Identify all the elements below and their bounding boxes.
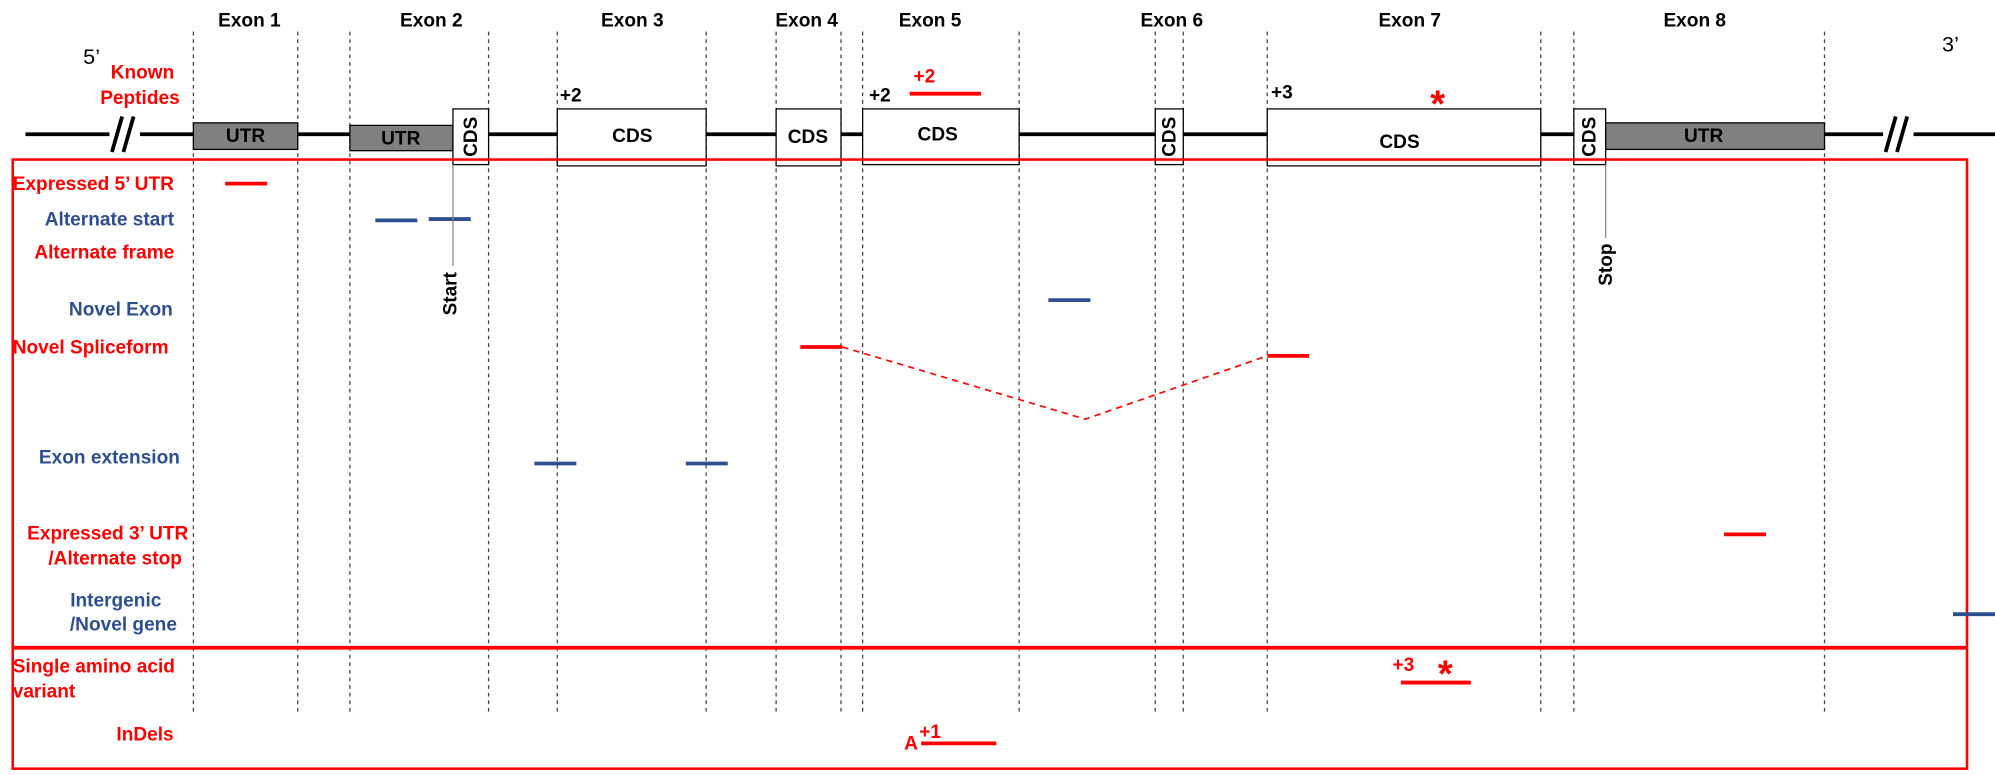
row-label: Novel Exon [69, 299, 173, 320]
frame-label: +2 [869, 85, 891, 106]
box-label: UTR [226, 126, 265, 147]
frame-label: +2 [560, 85, 582, 106]
indel-frame: +1 [919, 722, 941, 743]
row-labels: Expressed 5’ UTR Alternate start Alterna… [13, 174, 189, 746]
variant-box [11, 647, 1969, 770]
row-label: /Novel gene [70, 615, 177, 636]
row-label: /Alternate stop [48, 549, 182, 570]
exon-label: Exon 3 [601, 11, 664, 32]
sav-marker: * [1438, 653, 1453, 695]
box-label: CDS [612, 126, 652, 147]
exon-label: Exon 7 [1378, 11, 1441, 32]
row-label: Expressed 5’ UTR [13, 174, 174, 195]
box-label: CDS [1160, 117, 1181, 157]
box-label: CDS [1579, 117, 1600, 157]
known-peptides-label: Peptides [100, 88, 180, 109]
novel-box [11, 158, 1969, 649]
indel-base: A [904, 734, 918, 755]
exon-label: Exon 5 [899, 11, 962, 32]
exon-label: Exon 1 [218, 11, 281, 32]
row-label: variant [13, 682, 76, 703]
box-label: CDS [461, 117, 482, 157]
row-label: Single amino acid [13, 656, 175, 677]
three-prime: 3’ [1942, 31, 1959, 56]
frame-label: +3 [1271, 83, 1293, 104]
row-label: InDels [116, 725, 173, 746]
stop-label: Stop [1596, 244, 1617, 286]
box-label: UTR [1684, 126, 1723, 147]
gene-model: UTR UTR CDS CDS CDS CDS CDS CDS CDS UTR … [25, 83, 1995, 167]
known-peptide-frame: +2 [914, 66, 936, 87]
sav-frame: +3 [1392, 655, 1414, 676]
exon-label: Exon 6 [1141, 11, 1204, 32]
known-peptides-label: Known [111, 63, 175, 84]
variant-marker: * [1430, 83, 1445, 125]
row-label: Alternate start [45, 209, 175, 230]
row-label: Novel Spliceform [13, 337, 169, 358]
start-label: Start [441, 272, 462, 316]
row-label: Exon extension [39, 447, 180, 468]
peptide-marks [225, 164, 1995, 746]
box-label: CDS [1379, 132, 1419, 153]
exon-label: Exon 2 [400, 11, 463, 32]
exon-label: Exon 4 [775, 11, 838, 32]
row-label: Alternate frame [34, 242, 174, 263]
row-label: Expressed 3’ UTR [27, 523, 188, 544]
box-label: UTR [381, 128, 420, 149]
exon-labels: Exon 1 Exon 2 Exon 3 Exon 4 Exon 5 Exon … [218, 11, 1726, 32]
row-label: Intergenic [70, 591, 162, 612]
exon-label: Exon 8 [1663, 11, 1726, 32]
five-prime: 5’ [83, 44, 100, 69]
box-label: CDS [918, 125, 958, 146]
box-label: CDS [788, 127, 828, 148]
